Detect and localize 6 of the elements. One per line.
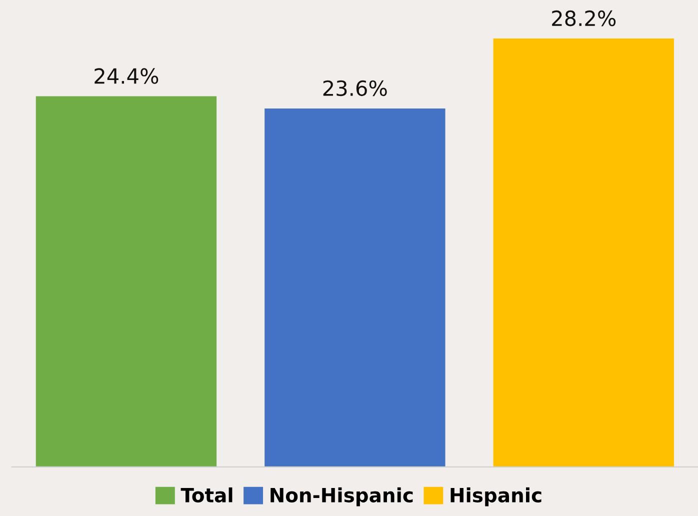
data-label: 28.2% xyxy=(552,10,616,26)
legend-label: Hispanic xyxy=(450,487,542,506)
data-label: 23.6% xyxy=(323,80,387,96)
data-label: 24.4% xyxy=(94,68,158,84)
legend-label: Non-Hispanic xyxy=(270,487,413,506)
legend-label: Total xyxy=(180,487,232,502)
